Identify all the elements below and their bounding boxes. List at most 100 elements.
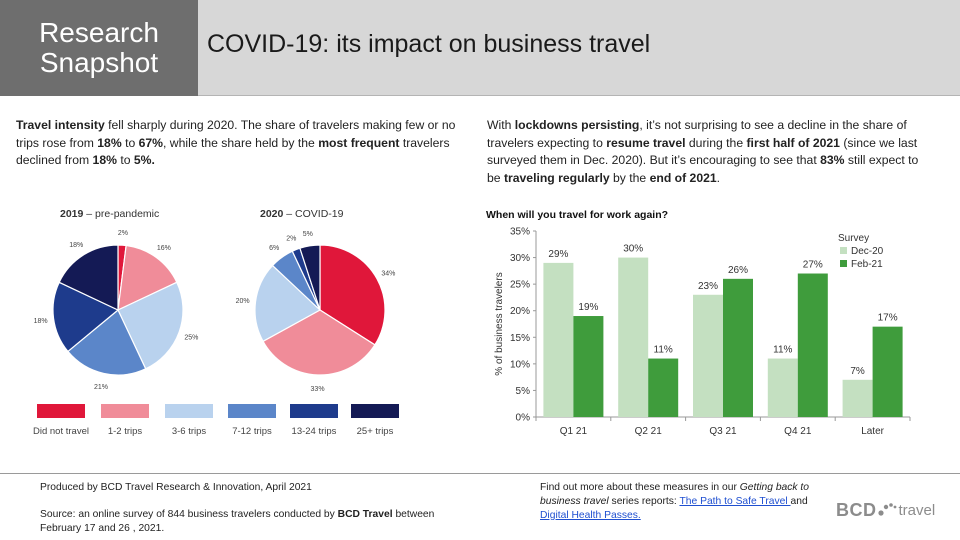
text: fell sharply during 2020. The share of t… xyxy=(16,118,456,150)
legend-swatch-13-24-trips xyxy=(290,404,338,418)
pie-1-label-4: 2% xyxy=(286,235,296,242)
text-bold: Travel intensity xyxy=(16,118,105,132)
text-bold: 67% xyxy=(138,135,164,150)
bar-feb-21-q2-21 xyxy=(648,358,679,417)
logo-travel-text: travel xyxy=(898,502,936,519)
bar-legend-title: Survey xyxy=(838,233,869,244)
pie-title-year: 2020 xyxy=(260,208,284,220)
bar-dec-20-q4-21 xyxy=(767,358,798,417)
x-tick-label: Q4 21 xyxy=(784,426,812,437)
bar-value-label: 11% xyxy=(654,345,673,356)
pie-0-label-3: 21% xyxy=(94,384,108,391)
text-italic: Getting back to business travel xyxy=(540,482,810,507)
x-tick-label: Later xyxy=(861,426,884,437)
path-to-safe-travel-link[interactable]: The Path to Safe Travel xyxy=(679,496,791,507)
text: travelers declined from xyxy=(16,135,450,168)
text-bold: lockdowns persisting xyxy=(514,118,640,132)
pie-title-rest: – pre-pandemic xyxy=(83,208,160,220)
pie-1-label-2: 20% xyxy=(236,298,250,305)
bcd-travel-logo: BCD travel xyxy=(836,500,935,521)
bar-value-label: 30% xyxy=(623,244,643,255)
pie-1-label-1: 33% xyxy=(311,386,325,393)
bar-feb-21-q3-21 xyxy=(723,278,753,417)
legend-label-3-6-trips: 3-6 trips xyxy=(171,426,207,437)
bar-legend-label: Feb-21 xyxy=(851,259,883,270)
legend-label-13-24-trips: 13-24 trips xyxy=(291,426,337,437)
pie-0-label-4: 18% xyxy=(34,318,48,325)
text: during the xyxy=(685,135,747,150)
y-tick-label: 25% xyxy=(510,280,530,291)
pie-0-label-5: 18% xyxy=(69,242,83,249)
pie-0-slice-5 xyxy=(58,244,119,311)
bar-value-label: 29% xyxy=(548,249,568,260)
legend-label-did-not-travel: Did not travel xyxy=(33,426,89,437)
text-bold: 5%. xyxy=(133,153,155,167)
pie-1-label-0: 34% xyxy=(381,270,395,277)
bar-legend-swatch-feb-21 xyxy=(840,260,847,267)
pie-2020-title: 2020 – COVID-19 xyxy=(260,208,343,220)
legend-label-1-2-trips: 1-2 trips xyxy=(107,426,143,437)
bar-value-label: 26% xyxy=(728,265,748,276)
y-tick-label: 35% xyxy=(510,227,530,238)
pie-0-slice-1 xyxy=(117,244,178,312)
y-tick-label: 5% xyxy=(516,386,531,397)
legend-swatch-7-12-trips xyxy=(228,404,276,418)
legend-swatch-25-plus-trips xyxy=(351,404,399,418)
legend-swatch-did-not-travel xyxy=(37,404,85,418)
text: Find out more about these measures in ou… xyxy=(540,482,740,493)
pie-0-slice-3 xyxy=(67,309,147,376)
text-bold: BCD Travel xyxy=(337,509,393,520)
legend-label-7-12-trips: 7-12 trips xyxy=(232,426,272,437)
travel-intensity-paragraph: Travel intensity fell sharply during 202… xyxy=(16,117,456,170)
text: series reports: xyxy=(608,496,680,507)
digital-health-passes-link[interactable]: Digital Health Passes. xyxy=(540,510,641,521)
pie-1-slice-5 xyxy=(299,244,321,311)
legend-swatch-1-2-trips xyxy=(101,404,149,418)
text: Source: an online survey of 844 business… xyxy=(40,509,338,520)
research-snapshot-badge: Research Snapshot xyxy=(0,0,198,96)
bar-value-label: 11% xyxy=(773,345,792,356)
text-bold: 83% xyxy=(820,153,845,167)
x-tick-label: Q3 21 xyxy=(709,426,737,437)
bar-legend-label: Dec-20 xyxy=(851,246,884,257)
logo-bcd-text: BCD xyxy=(836,500,877,520)
pie-0-label-0: 2% xyxy=(118,230,128,237)
text-bold: end of 2021 xyxy=(649,170,717,185)
pie-0-label-2: 25% xyxy=(184,334,198,341)
text-bold: first half of 2021 xyxy=(746,135,840,150)
y-tick-label: 15% xyxy=(510,333,530,344)
source-note: Source: an online survey of 844 business… xyxy=(40,508,440,536)
bar-dec-20-q2-21 xyxy=(618,257,649,417)
y-tick-label: 0% xyxy=(516,413,531,424)
pie-1-label-3: 6% xyxy=(269,245,279,252)
legend-swatch-3-6-trips xyxy=(165,404,213,418)
text: still expect to be xyxy=(487,153,919,185)
text: by the xyxy=(609,170,650,185)
lockdowns-paragraph: With lockdowns persisting, it’s not surp… xyxy=(487,117,927,187)
bar-feb-21-later xyxy=(872,326,903,417)
page-title: COVID-19: its impact on business travel xyxy=(207,30,651,58)
pie-charts: 2% 16% 25% 21% 18% 18% 34% 33% 20% 6% 2% 5% xyxy=(34,230,396,393)
bar-legend-swatch-dec-20 xyxy=(840,247,847,254)
pie-0-slice-4 xyxy=(52,281,120,353)
y-tick-label: 30% xyxy=(510,253,530,264)
header-bar: Research Snapshot COVID-19: its impact o… xyxy=(0,0,960,96)
x-tick-label: Q1 21 xyxy=(560,426,588,437)
pie-0-label-1: 16% xyxy=(157,245,171,252)
bar-value-label: 17% xyxy=(878,313,898,324)
bar-value-label: 7% xyxy=(850,366,865,377)
bar-dec-20-q1-21 xyxy=(543,262,574,417)
logo-dots-icon xyxy=(877,502,896,516)
text: , it’s not surprising to see a decline i… xyxy=(487,118,907,150)
footer-divider xyxy=(0,473,960,474)
bar-dec-20-later xyxy=(842,379,873,417)
legend-label-25-plus-trips: 25+ trips xyxy=(356,426,394,437)
text-bold: traveling regularly xyxy=(503,170,610,185)
produced-by-note: Produced by BCD Travel Research & Innova… xyxy=(40,482,312,493)
bar-chart-title: When will you travel for work again? xyxy=(486,209,668,221)
text-bold: 18% xyxy=(92,153,117,167)
text: to xyxy=(116,153,134,167)
bar-dec-20-q3-21 xyxy=(693,294,723,417)
y-tick-label: 20% xyxy=(510,306,530,317)
pie-title-rest: – COVID-19 xyxy=(283,208,344,220)
